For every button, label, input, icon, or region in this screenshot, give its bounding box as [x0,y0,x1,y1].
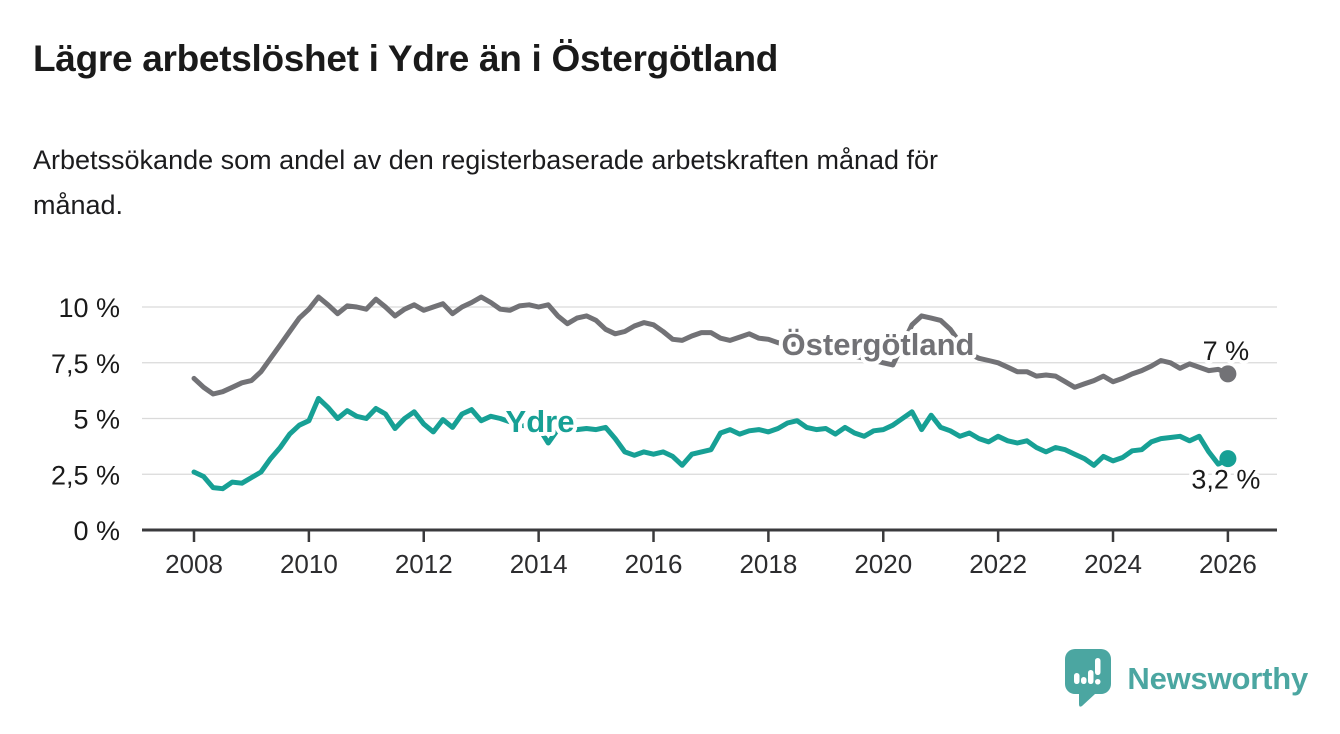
series-label-Ydre: Ydre [506,404,575,439]
y-axis-labels: 10 % 7,5 % 5 % 2,5 % 0 % [51,293,120,546]
brand-footer: Newsworthy [1065,649,1308,708]
series-labels: Östergötland 7 % Ydre 3,2 % [502,323,1264,498]
end-value-label-Östergötland: 7 % [1203,336,1250,366]
brand-name: Newsworthy [1127,660,1308,696]
y-tick-label: 0 % [73,516,120,546]
x-tick-label: 2014 [510,549,568,579]
series-lines [191,294,1237,492]
end-dot-Östergötland [1219,365,1237,383]
page-title: Lägre arbetslöshet i Ydre än i Östergötl… [33,38,779,79]
end-value-label-Ydre: 3,2 % [1191,465,1260,495]
x-tick-label: 2020 [854,549,912,579]
x-tick-label: 2024 [1084,549,1142,579]
logo-bars [1074,658,1101,685]
series-label-Östergötland: Östergötland [782,327,975,362]
y-tick-label: 7,5 % [51,349,120,379]
x-tick-label: 2016 [625,549,683,579]
x-tick-label: 2010 [280,549,338,579]
page-subtitle: Arbetssökande som andel av den registerb… [33,138,938,228]
x-tick-label: 2018 [739,549,797,579]
x-tick-label: 2008 [165,549,223,579]
x-axis: 2008 2010 2012 2014 2016 2018 2020 2022 2024 2026 [142,528,1277,579]
line-Ydre [191,395,1231,492]
subtitle-line-2: månad. [33,190,124,220]
y-tick-label: 5 % [73,405,120,435]
x-tick-label: 2012 [395,549,453,579]
newsworthy-logo-icon [1065,649,1112,707]
x-tick-label: 2022 [969,549,1027,579]
subtitle-line-1: Arbetssökande som andel av den registerb… [33,145,939,175]
x-tick-label: 2026 [1199,549,1257,579]
end-dot-Ydre [1219,450,1237,468]
y-tick-label: 2,5 % [51,460,120,490]
y-tick-label: 10 % [58,293,120,323]
line-Östergötland [191,294,1231,397]
